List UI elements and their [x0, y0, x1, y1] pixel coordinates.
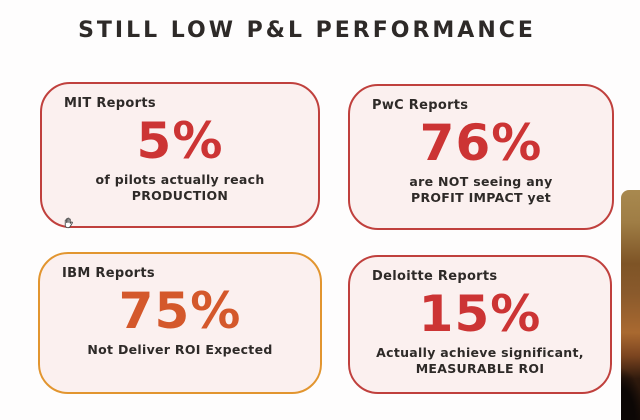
- stat-percentage: 5%: [136, 112, 224, 170]
- stat-description-line1: Not Deliver ROI Expected: [87, 341, 273, 357]
- stat-percentage: 75%: [118, 282, 242, 340]
- stat-description-line2: PROFIT IMPACT yet: [410, 190, 551, 206]
- card-source-label: PwC Reports: [372, 98, 469, 113]
- card-source-label: MIT Reports: [64, 96, 156, 111]
- webcam-video-sliver: [621, 190, 640, 420]
- stat-card-ibm[interactable]: IBM Reports 75% Not Deliver ROI Expected: [38, 252, 322, 394]
- card-source-label: IBM Reports: [62, 266, 155, 281]
- stat-card-pwc[interactable]: PwC Reports 76% are NOT seeing any PROFI…: [348, 84, 614, 230]
- stat-description: of pilots actually reach PRODUCTION: [95, 172, 264, 206]
- slide-title: STILL LOW P&L PERFORMANCE: [78, 18, 536, 43]
- stat-percentage: 15%: [418, 285, 542, 343]
- stat-card-mit[interactable]: MIT Reports 5% of pilots actually reach …: [40, 82, 320, 228]
- stat-card-deloitte[interactable]: Deloitte Reports 15% Actually achieve si…: [348, 255, 612, 394]
- stat-description-line2: MEASURABLE ROI: [415, 361, 545, 377]
- stat-description-line1: of pilots actually reach: [95, 171, 265, 187]
- stat-percentage: 76%: [419, 114, 543, 172]
- card-source-label: Deloitte Reports: [372, 269, 498, 284]
- webcam-silhouette: [621, 368, 640, 420]
- stat-description-line2: PRODUCTION: [131, 188, 229, 204]
- stat-description: Actually achieve significant, MEASURABLE…: [376, 345, 584, 379]
- stat-description-line1: Actually achieve significant,: [376, 344, 584, 360]
- stat-description: Not Deliver ROI Expected: [87, 342, 272, 359]
- stat-description: are NOT seeing any PROFIT IMPACT yet: [409, 174, 552, 208]
- hand-grab-cursor-icon[interactable]: [60, 215, 78, 233]
- stat-description-line1: are NOT seeing any: [409, 173, 553, 189]
